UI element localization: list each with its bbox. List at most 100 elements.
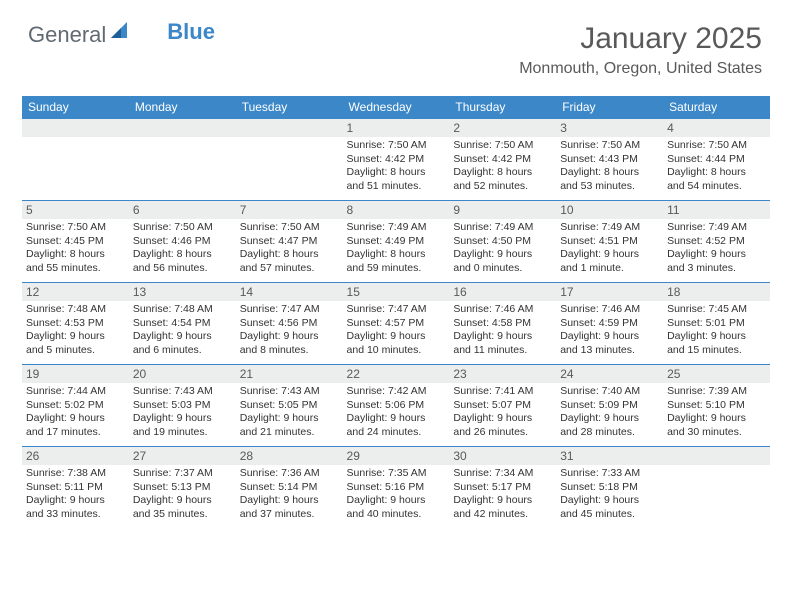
calendar-day-cell: 5Sunrise: 7:50 AMSunset: 4:45 PMDaylight… (22, 201, 129, 283)
calendar-day-cell: 17Sunrise: 7:46 AMSunset: 4:59 PMDayligh… (556, 283, 663, 365)
day-number: 5 (22, 201, 129, 219)
calendar-day-cell: 26Sunrise: 7:38 AMSunset: 5:11 PMDayligh… (22, 447, 129, 529)
calendar-day-cell (129, 119, 236, 201)
location-text: Monmouth, Oregon, United States (519, 60, 762, 78)
day-sun-info: Sunrise: 7:34 AMSunset: 5:17 PMDaylight:… (449, 465, 556, 524)
calendar-day-cell: 25Sunrise: 7:39 AMSunset: 5:10 PMDayligh… (663, 365, 770, 447)
day-number: 2 (449, 119, 556, 137)
day-sun-info: Sunrise: 7:50 AMSunset: 4:45 PMDaylight:… (22, 219, 129, 278)
calendar-day-cell: 6Sunrise: 7:50 AMSunset: 4:46 PMDaylight… (129, 201, 236, 283)
day-number: 7 (236, 201, 343, 219)
day-sun-info: Sunrise: 7:47 AMSunset: 4:56 PMDaylight:… (236, 301, 343, 360)
weekday-header: Tuesday (236, 96, 343, 119)
day-number: 29 (343, 447, 450, 465)
calendar-day-cell: 16Sunrise: 7:46 AMSunset: 4:58 PMDayligh… (449, 283, 556, 365)
weekday-header: Saturday (663, 96, 770, 119)
day-sun-info: Sunrise: 7:40 AMSunset: 5:09 PMDaylight:… (556, 383, 663, 442)
day-sun-info: Sunrise: 7:42 AMSunset: 5:06 PMDaylight:… (343, 383, 450, 442)
day-sun-info: Sunrise: 7:36 AMSunset: 5:14 PMDaylight:… (236, 465, 343, 524)
calendar-day-cell: 18Sunrise: 7:45 AMSunset: 5:01 PMDayligh… (663, 283, 770, 365)
calendar-day-cell: 15Sunrise: 7:47 AMSunset: 4:57 PMDayligh… (343, 283, 450, 365)
day-sun-info: Sunrise: 7:50 AMSunset: 4:42 PMDaylight:… (449, 137, 556, 196)
day-number: 4 (663, 119, 770, 137)
calendar-day-cell: 1Sunrise: 7:50 AMSunset: 4:42 PMDaylight… (343, 119, 450, 201)
day-sun-info: Sunrise: 7:39 AMSunset: 5:10 PMDaylight:… (663, 383, 770, 442)
day-number: 27 (129, 447, 236, 465)
page-title: January 2025 (519, 22, 762, 56)
calendar-day-cell: 20Sunrise: 7:43 AMSunset: 5:03 PMDayligh… (129, 365, 236, 447)
calendar-day-cell: 30Sunrise: 7:34 AMSunset: 5:17 PMDayligh… (449, 447, 556, 529)
calendar-day-cell: 10Sunrise: 7:49 AMSunset: 4:51 PMDayligh… (556, 201, 663, 283)
day-sun-info: Sunrise: 7:35 AMSunset: 5:16 PMDaylight:… (343, 465, 450, 524)
calendar-day-cell: 28Sunrise: 7:36 AMSunset: 5:14 PMDayligh… (236, 447, 343, 529)
calendar-day-cell: 4Sunrise: 7:50 AMSunset: 4:44 PMDaylight… (663, 119, 770, 201)
day-sun-info: Sunrise: 7:50 AMSunset: 4:47 PMDaylight:… (236, 219, 343, 278)
logo-text-blue: Blue (167, 19, 215, 45)
day-sun-info: Sunrise: 7:49 AMSunset: 4:51 PMDaylight:… (556, 219, 663, 278)
day-number: 13 (129, 283, 236, 301)
logo-sail-icon (111, 22, 131, 45)
day-sun-info: Sunrise: 7:50 AMSunset: 4:46 PMDaylight:… (129, 219, 236, 278)
day-number: 19 (22, 365, 129, 383)
calendar-week: 1Sunrise: 7:50 AMSunset: 4:42 PMDaylight… (22, 119, 770, 201)
day-number: 15 (343, 283, 450, 301)
day-sun-info: Sunrise: 7:49 AMSunset: 4:49 PMDaylight:… (343, 219, 450, 278)
weekday-header: Friday (556, 96, 663, 119)
day-number: 3 (556, 119, 663, 137)
day-sun-info: Sunrise: 7:44 AMSunset: 5:02 PMDaylight:… (22, 383, 129, 442)
day-sun-info: Sunrise: 7:48 AMSunset: 4:53 PMDaylight:… (22, 301, 129, 360)
day-sun-info: Sunrise: 7:49 AMSunset: 4:50 PMDaylight:… (449, 219, 556, 278)
calendar-day-cell: 8Sunrise: 7:49 AMSunset: 4:49 PMDaylight… (343, 201, 450, 283)
day-number: 10 (556, 201, 663, 219)
day-sun-info: Sunrise: 7:46 AMSunset: 4:59 PMDaylight:… (556, 301, 663, 360)
calendar-week: 12Sunrise: 7:48 AMSunset: 4:53 PMDayligh… (22, 283, 770, 365)
day-number: 17 (556, 283, 663, 301)
calendar-day-cell: 7Sunrise: 7:50 AMSunset: 4:47 PMDaylight… (236, 201, 343, 283)
day-sun-info: Sunrise: 7:50 AMSunset: 4:43 PMDaylight:… (556, 137, 663, 196)
day-number: 20 (129, 365, 236, 383)
day-sun-info: Sunrise: 7:50 AMSunset: 4:42 PMDaylight:… (343, 137, 450, 196)
day-sun-info: Sunrise: 7:47 AMSunset: 4:57 PMDaylight:… (343, 301, 450, 360)
calendar-day-cell: 24Sunrise: 7:40 AMSunset: 5:09 PMDayligh… (556, 365, 663, 447)
calendar-week: 26Sunrise: 7:38 AMSunset: 5:11 PMDayligh… (22, 447, 770, 529)
day-number: 14 (236, 283, 343, 301)
day-sun-info: Sunrise: 7:50 AMSunset: 4:44 PMDaylight:… (663, 137, 770, 196)
weekday-header-row: SundayMondayTuesdayWednesdayThursdayFrid… (22, 96, 770, 119)
day-number: 8 (343, 201, 450, 219)
day-number: 11 (663, 201, 770, 219)
day-number: 12 (22, 283, 129, 301)
calendar-day-cell: 21Sunrise: 7:43 AMSunset: 5:05 PMDayligh… (236, 365, 343, 447)
day-number: 21 (236, 365, 343, 383)
calendar-day-cell: 23Sunrise: 7:41 AMSunset: 5:07 PMDayligh… (449, 365, 556, 447)
calendar-day-cell: 3Sunrise: 7:50 AMSunset: 4:43 PMDaylight… (556, 119, 663, 201)
weekday-header: Thursday (449, 96, 556, 119)
calendar-day-cell: 11Sunrise: 7:49 AMSunset: 4:52 PMDayligh… (663, 201, 770, 283)
day-number: 1 (343, 119, 450, 137)
day-number (129, 119, 236, 137)
day-number: 16 (449, 283, 556, 301)
day-number: 24 (556, 365, 663, 383)
calendar-week: 5Sunrise: 7:50 AMSunset: 4:45 PMDaylight… (22, 201, 770, 283)
day-sun-info: Sunrise: 7:48 AMSunset: 4:54 PMDaylight:… (129, 301, 236, 360)
day-sun-info: Sunrise: 7:49 AMSunset: 4:52 PMDaylight:… (663, 219, 770, 278)
day-sun-info: Sunrise: 7:38 AMSunset: 5:11 PMDaylight:… (22, 465, 129, 524)
day-number: 26 (22, 447, 129, 465)
day-sun-info: Sunrise: 7:46 AMSunset: 4:58 PMDaylight:… (449, 301, 556, 360)
day-number (22, 119, 129, 137)
day-number: 6 (129, 201, 236, 219)
day-sun-info: Sunrise: 7:37 AMSunset: 5:13 PMDaylight:… (129, 465, 236, 524)
calendar-day-cell: 9Sunrise: 7:49 AMSunset: 4:50 PMDaylight… (449, 201, 556, 283)
calendar-day-cell: 27Sunrise: 7:37 AMSunset: 5:13 PMDayligh… (129, 447, 236, 529)
day-sun-info: Sunrise: 7:43 AMSunset: 5:03 PMDaylight:… (129, 383, 236, 442)
calendar-day-cell: 14Sunrise: 7:47 AMSunset: 4:56 PMDayligh… (236, 283, 343, 365)
calendar-day-cell: 19Sunrise: 7:44 AMSunset: 5:02 PMDayligh… (22, 365, 129, 447)
day-number: 25 (663, 365, 770, 383)
logo-text-general: General (28, 22, 106, 48)
header: General Blue January 2025 Monmouth, Oreg… (0, 0, 792, 88)
calendar-week: 19Sunrise: 7:44 AMSunset: 5:02 PMDayligh… (22, 365, 770, 447)
day-number: 9 (449, 201, 556, 219)
calendar-day-cell: 29Sunrise: 7:35 AMSunset: 5:16 PMDayligh… (343, 447, 450, 529)
day-number (236, 119, 343, 137)
calendar-day-cell: 31Sunrise: 7:33 AMSunset: 5:18 PMDayligh… (556, 447, 663, 529)
calendar-day-cell: 22Sunrise: 7:42 AMSunset: 5:06 PMDayligh… (343, 365, 450, 447)
